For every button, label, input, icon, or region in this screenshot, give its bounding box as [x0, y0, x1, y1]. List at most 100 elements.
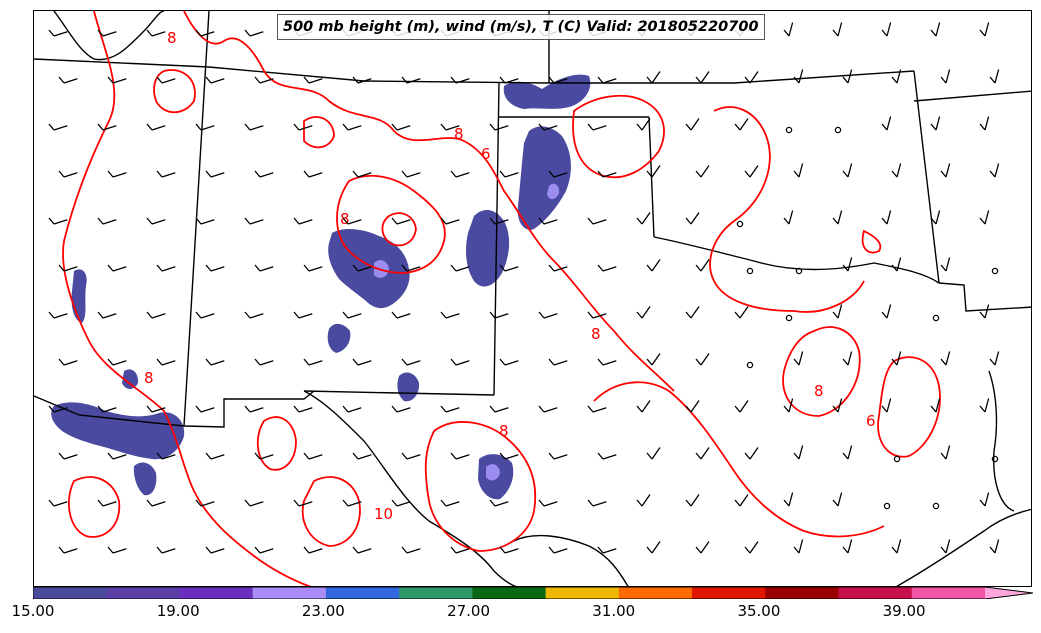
wind-barb: [352, 358, 372, 366]
wind-barb: [107, 170, 127, 178]
calm-wind-marker: [746, 361, 754, 369]
shade-region-nm: [328, 229, 410, 309]
wind-barb: [244, 217, 264, 225]
wind-barb: [744, 165, 759, 178]
wind-barb: [58, 358, 78, 366]
colorbar-tick-label: 27.00: [447, 602, 491, 620]
wind-barb: [58, 170, 78, 178]
wind-barb: [881, 304, 892, 319]
wind-barb: [979, 210, 990, 225]
wind-barb: [450, 170, 470, 178]
wind-barb: [587, 217, 607, 225]
map-panel: 8 8 6 8 8 8 8 6 10 8: [33, 10, 1032, 587]
calm-wind-marker: [883, 502, 891, 510]
wind-barb: [342, 311, 362, 319]
wind-barb: [832, 492, 843, 507]
wind-barb: [107, 264, 127, 272]
contour-line: [424, 421, 537, 552]
wind-barb: [244, 405, 264, 413]
wind-barb: [244, 29, 264, 37]
colorbar-segment: [472, 587, 547, 599]
wind-barb: [352, 170, 372, 178]
contour-line: [62, 11, 312, 586]
wind-barb: [744, 447, 759, 460]
wind-barb: [391, 123, 411, 131]
wind-barb: [538, 217, 558, 225]
wind-barb: [205, 76, 225, 84]
wind-barb: [695, 71, 710, 84]
wind-barb: [499, 264, 519, 272]
wind-barb: [695, 259, 710, 272]
wind-barb: [695, 165, 710, 178]
calm-wind-marker: [991, 455, 999, 463]
calm-wind-marker: [785, 126, 793, 134]
wind-barb: [930, 398, 941, 413]
wind-barb: [156, 76, 176, 84]
colorbar-segment: [252, 587, 327, 599]
border-line-nm-south: [303, 390, 495, 396]
wind-barb: [783, 22, 794, 37]
shade-region-az-3: [71, 269, 87, 323]
contour-label: 8: [167, 29, 177, 47]
wind-speed-shading: [51, 74, 591, 500]
colorbar-tick-label: 15.00: [11, 602, 55, 620]
wind-barb: [793, 163, 804, 178]
wind-barb: [548, 546, 568, 554]
contour-line: [336, 174, 446, 274]
shade-light-ks: [547, 183, 560, 200]
wind-barb: [97, 217, 117, 225]
shade-region-nm-south: [327, 323, 351, 353]
wind-barb: [254, 170, 274, 178]
wind-barb: [940, 539, 951, 554]
wind-barb: [450, 358, 470, 366]
wind-barb: [146, 217, 166, 225]
wind-barb: [401, 76, 421, 84]
map-canvas: 8 8 6 8 8 8 8 6 10 8: [34, 11, 1031, 586]
calm-wind-marker: [932, 502, 940, 510]
wind-barb: [979, 304, 990, 319]
wind-barb: [832, 398, 843, 413]
wind-barb: [58, 264, 78, 272]
contour-line: [877, 356, 941, 458]
wind-barb: [244, 311, 264, 319]
wind-barb: [548, 170, 568, 178]
wind-barb: [832, 304, 843, 319]
wind-barb: [205, 546, 225, 554]
wind-barb: [450, 264, 470, 272]
calm-wind-marker: [795, 267, 803, 275]
contour-labels: 8 8 6 8 8 8 8 6 10 8: [144, 29, 876, 523]
wind-barb: [930, 22, 941, 37]
contour-line: [67, 476, 121, 538]
wind-barb: [303, 264, 323, 272]
wind-barb: [146, 123, 166, 131]
wind-barb: [891, 69, 902, 84]
colorbar-segment: [179, 587, 254, 599]
wind-barb: [832, 210, 843, 225]
wind-barb: [254, 76, 274, 84]
wind-barb: [58, 546, 78, 554]
wind-barb: [342, 217, 362, 225]
contour-line: [183, 11, 675, 392]
wind-barb: [881, 210, 892, 225]
wind-barb: [293, 123, 313, 131]
border-line-tx-panhandle: [493, 82, 500, 396]
wind-barb: [342, 499, 362, 507]
wind-barb: [685, 494, 700, 507]
border-line-mo: [913, 90, 1031, 102]
wind-barb: [499, 452, 519, 460]
wind-barb: [685, 400, 700, 413]
wind-barb: [646, 259, 661, 272]
colorbar-tick-label: 19.00: [156, 602, 200, 620]
wind-barb: [548, 264, 568, 272]
wind-barb: [597, 546, 617, 554]
wind-barb: [195, 405, 215, 413]
colorbar-outline: [33, 587, 1033, 599]
calm-wind-marker: [746, 267, 754, 275]
wind-barb: [107, 358, 127, 366]
wind-barb: [450, 546, 470, 554]
wind-barb: [146, 499, 166, 507]
contour-line: [381, 212, 417, 247]
wind-barb: [254, 452, 274, 460]
contour-line: [861, 229, 882, 254]
wind-barb: [450, 76, 470, 84]
